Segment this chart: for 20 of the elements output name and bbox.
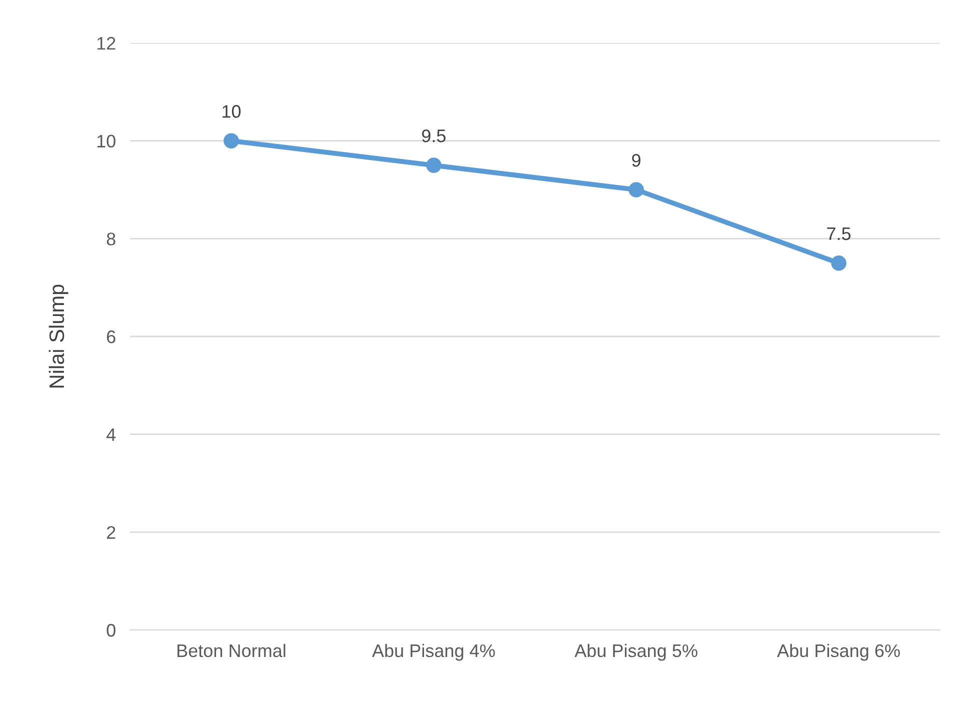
- y-tick-label: 12: [97, 36, 116, 50]
- data-label: 9.5: [422, 129, 446, 142]
- point: [831, 255, 846, 271]
- x-tick-label: Beton Normal: [178, 644, 286, 658]
- point: [426, 158, 442, 173]
- point: [628, 182, 644, 198]
- y-tick-label: 10: [97, 134, 116, 148]
- x-tick-label: Abu Pisang 5%: [574, 644, 698, 661]
- y-tick-label: 8: [106, 232, 116, 246]
- x-tick-label: Abu Pisang 4%: [372, 644, 495, 661]
- y-axis-title: Nilai Slump: [48, 284, 68, 388]
- data-label: 10: [222, 105, 241, 118]
- y-tick-label: 6: [106, 330, 116, 344]
- y-tick-label: 4: [106, 428, 116, 441]
- data-label: 9: [632, 154, 640, 167]
- y-tick-label: 0: [106, 624, 116, 637]
- x-tick-label: Abu Pisang 6%: [777, 644, 900, 661]
- data-label: 7.5: [827, 228, 851, 240]
- y-tick-label: 2: [106, 526, 116, 539]
- point: [224, 133, 239, 148]
